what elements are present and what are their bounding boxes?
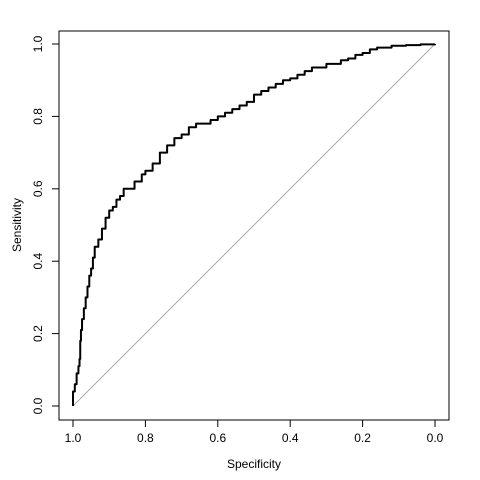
y-axis: 0.0 0.2 0.4 0.6 0.8 1.0 xyxy=(31,35,59,414)
x-tick-label: 0.2 xyxy=(354,431,371,445)
roc-curve-line xyxy=(72,43,436,406)
plot-frame xyxy=(58,30,450,421)
y-tick-label: 0.0 xyxy=(31,397,45,414)
reference-diagonal-line xyxy=(72,43,436,407)
x-tick-label: 1.0 xyxy=(65,431,82,445)
y-tick-label: 0.4 xyxy=(31,253,45,270)
x-tick-label: 0.8 xyxy=(137,431,154,445)
roc-curve-group xyxy=(72,43,436,406)
x-axis: 1.0 0.8 0.6 0.4 0.2 0.0 xyxy=(65,420,444,445)
y-tick-label: 0.6 xyxy=(31,180,45,197)
x-tick-label: 0.4 xyxy=(282,431,299,445)
y-tick-label: 0.2 xyxy=(31,325,45,342)
x-tick-label: 0.0 xyxy=(427,431,444,445)
y-tick-label: 1.0 xyxy=(31,35,45,52)
y-axis-label: Sensitivity xyxy=(10,198,24,252)
x-axis-label: Specificity xyxy=(227,457,281,471)
reference-diagonal-group xyxy=(72,43,436,407)
plot-frame-group xyxy=(58,30,450,421)
x-tick-label: 0.6 xyxy=(209,431,226,445)
y-tick-label: 0.8 xyxy=(31,108,45,125)
